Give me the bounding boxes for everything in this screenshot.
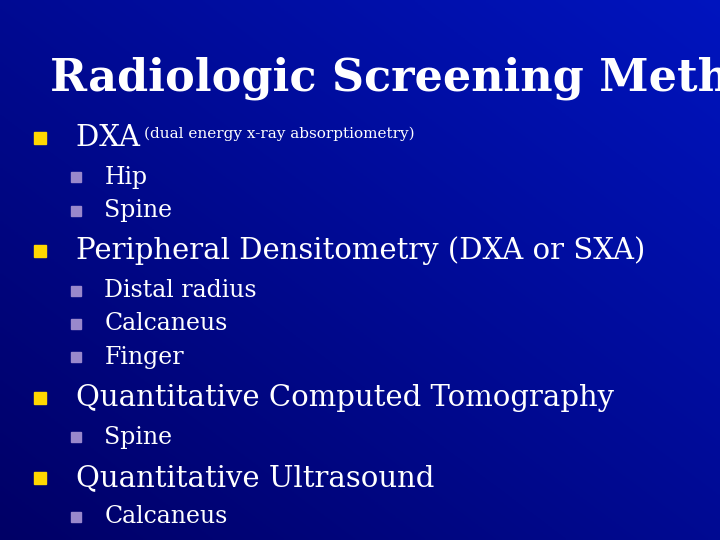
Text: Spine: Spine [104,199,173,222]
Text: Quantitative Computed Tomography: Quantitative Computed Tomography [76,384,613,412]
Text: Hip: Hip [104,166,148,188]
Text: Quantitative Ultrasound: Quantitative Ultrasound [76,464,434,492]
Text: Peripheral Densitometry (DXA or SXA): Peripheral Densitometry (DXA or SXA) [76,237,645,266]
Text: Spine: Spine [104,426,173,449]
Text: Calcaneus: Calcaneus [104,313,228,335]
Text: Distal radius: Distal radius [104,279,257,302]
Text: Calcaneus: Calcaneus [104,505,228,528]
Text: Radiologic Screening Methods: Radiologic Screening Methods [50,57,720,100]
Text: DXA: DXA [76,124,149,152]
Text: Finger: Finger [104,346,184,369]
Text: (dual energy x-ray absorptiometry): (dual energy x-ray absorptiometry) [144,126,415,140]
